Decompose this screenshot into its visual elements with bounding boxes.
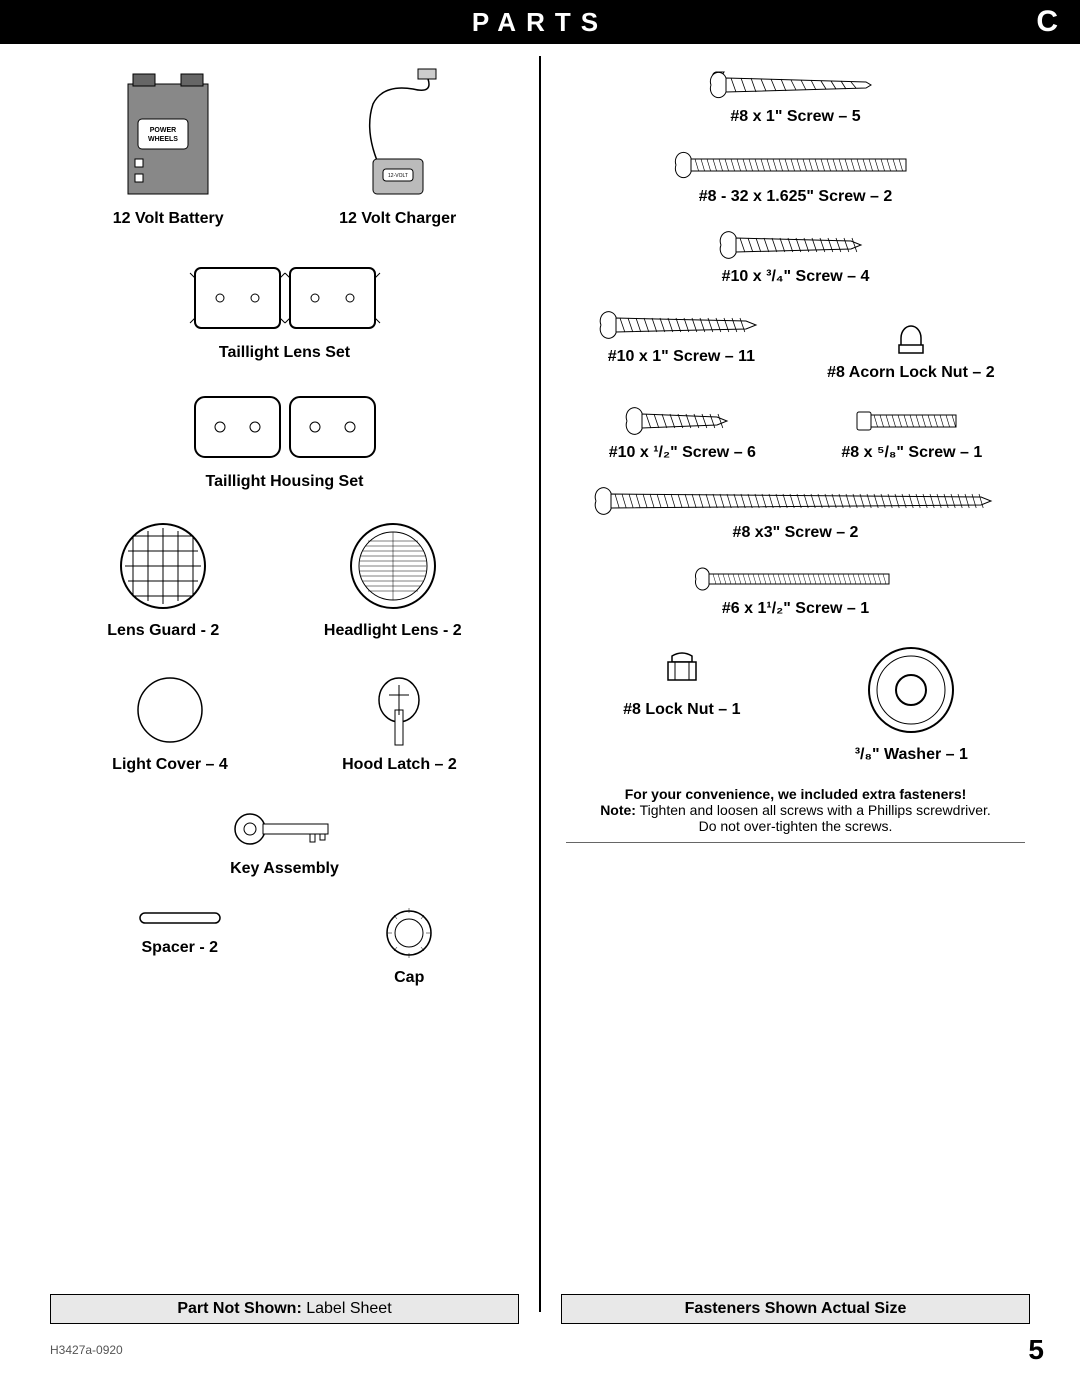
left-footer-bar: Part Not Shown: Label Sheet [50, 1294, 519, 1324]
spacer-icon [130, 903, 230, 933]
screw-6-112: #6 x 1¹/₂" Screw – 1 [566, 564, 1025, 618]
screw-8x1: /**/ #8 x 1" Screw – 5 [566, 64, 1025, 126]
acorn-nut-icon [886, 308, 936, 358]
page-footer: H3427a-0920 5 [0, 1324, 1080, 1366]
spacer-label: Spacer - 2 [142, 939, 218, 957]
footer-bold: Part Not Shown: [177, 1300, 301, 1317]
header-corner: C [1036, 5, 1058, 39]
taillight-lens-icon [185, 258, 385, 338]
f6-label: #8 x3" Screw – 2 [733, 524, 859, 542]
light-cover-label: Light Cover – 4 [112, 756, 228, 774]
footer-rest: Label Sheet [302, 1300, 392, 1317]
screw-icon [671, 148, 921, 182]
headlight-lens: Headlight Lens - 2 [324, 516, 462, 640]
headlight-lens-label: Headlight Lens - 2 [324, 622, 462, 640]
charger-icon: 12-VOLT [343, 64, 453, 204]
screw-10-12: #10 x ¹/₂" Screw – 6 [609, 404, 756, 462]
taillight-housing: Taillight Housing Set [55, 387, 514, 491]
charger-label: 12 Volt Charger [339, 210, 456, 228]
cap-label: Cap [394, 969, 424, 987]
screw-8-58: #8 x ⁵/₈" Screw – 1 [841, 404, 982, 462]
f8a-label: #8 Lock Nut – 1 [623, 701, 740, 719]
washer: ³/₈" Washer – 1 [855, 640, 968, 764]
light-cover-icon [130, 670, 210, 750]
f4a-label: #10 x 1" Screw – 11 [608, 348, 755, 366]
content: POWER WHEELS 12 Volt Battery 12-VOLT [0, 44, 1080, 1324]
note-text: Tighten and loosen all screws with a Phi… [636, 802, 991, 818]
battery-part: POWER WHEELS 12 Volt Battery [113, 64, 224, 228]
f5b-label: #8 x ⁵/₈" Screw – 1 [841, 444, 982, 462]
svg-text:12-VOLT: 12-VOLT [388, 173, 408, 179]
hood-latch: Hood Latch – 2 [342, 670, 457, 774]
note-line1: For your convenience, we included extra … [566, 786, 1025, 802]
fasteners-column: /**/ #8 x 1" Screw – 5 [541, 44, 1050, 1324]
battery-label: 12 Volt Battery [113, 210, 224, 228]
page-number: 5 [1028, 1334, 1044, 1366]
headlight-lens-icon [343, 516, 443, 616]
f2-label: #8 - 32 x 1.625" Screw – 2 [699, 188, 893, 206]
cap: Cap [379, 903, 439, 987]
washer-icon [861, 640, 961, 740]
lens-guard: Lens Guard - 2 [107, 516, 219, 640]
note-bold: Note: [600, 802, 636, 818]
lock-nut: #8 Lock Nut – 1 [623, 640, 740, 764]
taillight-housing-icon [185, 387, 385, 467]
screw-8-32: #8 - 32 x 1.625" Screw – 2 [566, 148, 1025, 206]
f5a-label: #10 x ¹/₂" Screw – 6 [609, 444, 756, 462]
screw-icon [852, 404, 972, 438]
key-assembly: Key Assembly [55, 804, 514, 878]
screw-8x3: #8 x3" Screw – 2 [566, 484, 1025, 542]
hood-latch-icon [369, 670, 429, 750]
screw-icon [691, 564, 901, 594]
screw-icon [596, 308, 766, 342]
key-icon [225, 804, 345, 854]
taillight-housing-label: Taillight Housing Set [206, 473, 364, 491]
note-text2: Do not over-tighten the screws. [566, 818, 1025, 834]
light-cover: Light Cover – 4 [112, 670, 228, 774]
acorn-nut: #8 Acorn Lock Nut – 2 [827, 308, 994, 382]
taillight-lens-label: Taillight Lens Set [219, 344, 350, 362]
lock-nut-icon [657, 640, 707, 695]
battery-icon: POWER WHEELS [113, 64, 223, 204]
header-bar: PARTS C [0, 0, 1080, 44]
f1-label: #8 x 1" Screw – 5 [730, 108, 860, 126]
hood-latch-label: Hood Latch – 2 [342, 756, 457, 774]
taillight-lens: Taillight Lens Set [55, 258, 514, 362]
charger-part: 12-VOLT 12 Volt Charger [339, 64, 456, 228]
note-box: For your convenience, we included extra … [566, 786, 1025, 843]
right-footer-bar: Fasteners Shown Actual Size [561, 1294, 1030, 1324]
screw-icon [622, 404, 742, 438]
f3-label: #10 x ³/₄" Screw – 4 [722, 268, 870, 286]
f7-label: #6 x 1¹/₂" Screw – 1 [722, 600, 869, 618]
page: PARTS C POWER WHEELS 12 Volt [0, 0, 1080, 1397]
screw-10-34: #10 x ³/₄" Screw – 4 [566, 228, 1025, 286]
parts-column: POWER WHEELS 12 Volt Battery 12-VOLT [30, 44, 539, 1324]
doc-number: H3427a-0920 [50, 1343, 123, 1357]
lens-guard-icon [113, 516, 213, 616]
cap-icon [379, 903, 439, 963]
screw-10x1: #10 x 1" Screw – 11 [596, 308, 766, 382]
key-label: Key Assembly [230, 860, 339, 878]
svg-text:POWER: POWER [150, 127, 176, 134]
header-title: PARTS [472, 7, 608, 38]
lens-guard-label: Lens Guard - 2 [107, 622, 219, 640]
f4b-label: #8 Acorn Lock Nut – 2 [827, 364, 994, 382]
screw-icon [591, 484, 1001, 518]
f8b-label: ³/₈" Washer – 1 [855, 746, 968, 764]
screw-icon [716, 228, 876, 262]
spacer: Spacer - 2 [130, 903, 230, 987]
svg-text:WHEELS: WHEELS [148, 136, 178, 143]
